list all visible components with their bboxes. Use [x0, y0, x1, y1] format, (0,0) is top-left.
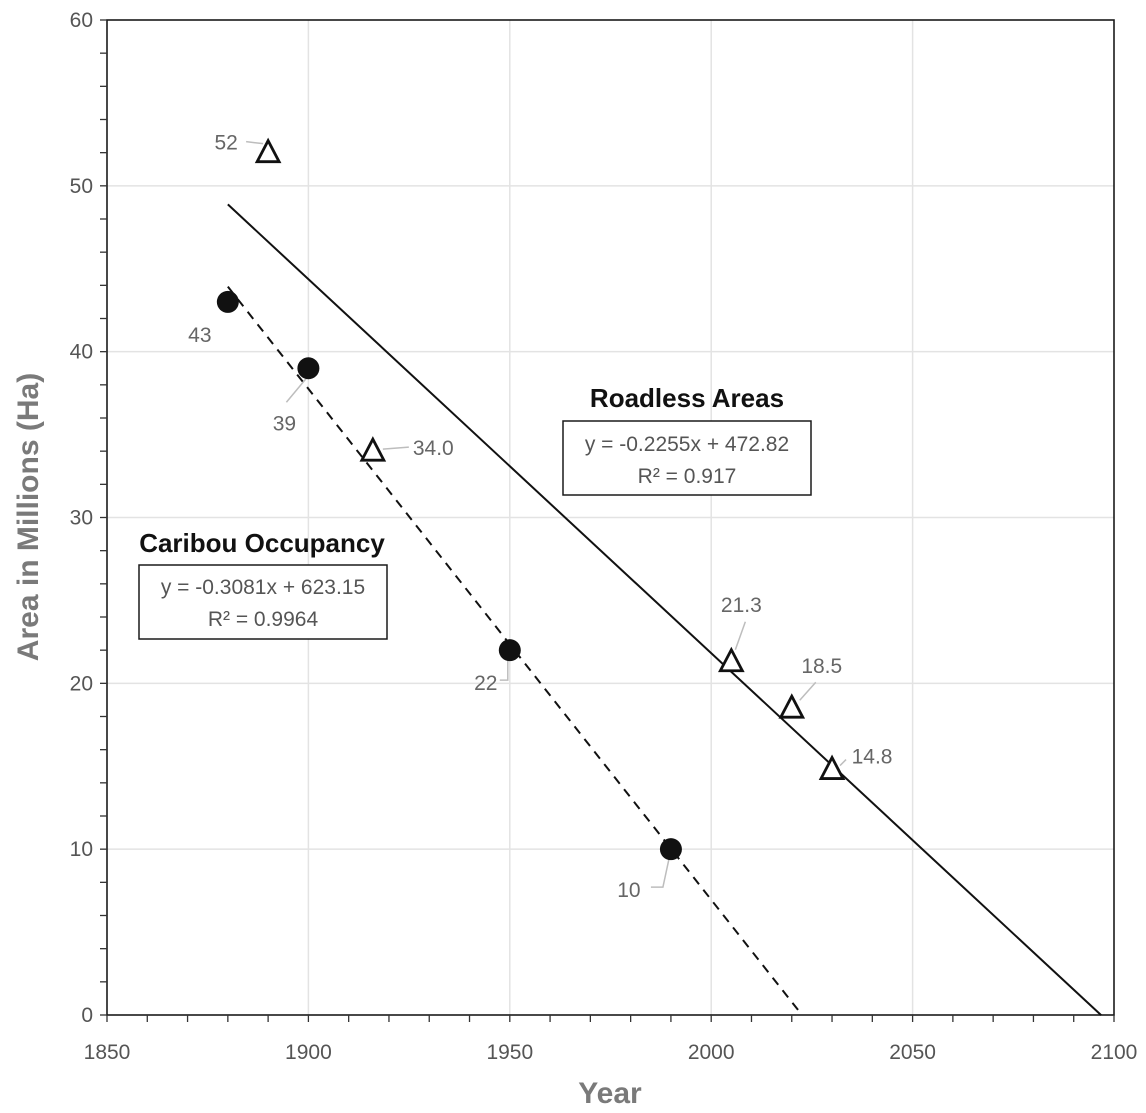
roadless-r-squared: R² = 0.917	[638, 465, 737, 488]
caribou-data-label: 39	[273, 412, 296, 435]
roadless-data-label: 18.5	[801, 655, 842, 678]
roadless-annotation: Roadless Areas y = -0.2255x + 472.82 R² …	[562, 383, 812, 496]
label-leader	[499, 660, 509, 681]
data-labels: 43 39 22 10 52 34.0 21.3 18.5 14.8	[188, 132, 892, 903]
caribou-data-label: 43	[188, 324, 211, 347]
label-leader	[839, 759, 847, 767]
x-tick-label: 1850	[84, 1041, 131, 1064]
caribou-series-title: Caribou Occupancy	[139, 528, 385, 558]
caribou-point	[659, 838, 682, 861]
roadless-point	[718, 646, 745, 673]
grid-lines	[107, 20, 1114, 1015]
label-leaders	[246, 140, 847, 888]
caribou-point	[498, 639, 521, 662]
roadless-equation-box	[562, 420, 812, 496]
y-tick-label: 60	[70, 9, 93, 32]
roadless-data-label: 34.0	[413, 437, 454, 460]
caribou-point	[297, 357, 320, 380]
caribou-equation-box	[138, 564, 388, 640]
data-points	[216, 137, 846, 861]
caribou-point	[216, 290, 239, 313]
roadless-equation: y = -0.2255x + 472.82	[585, 433, 789, 456]
trendlines	[227, 203, 1102, 1016]
caribou-r-squared: R² = 0.9964	[208, 608, 319, 631]
y-tick-label: 0	[81, 1004, 93, 1027]
y-tick-label: 40	[70, 341, 93, 364]
caribou-annotation: Caribou Occupancy y = -0.3081x + 623.15 …	[138, 528, 388, 640]
roadless-trendline	[227, 203, 1102, 1016]
roadless-point	[818, 754, 846, 780]
roadless-data-label: 52	[214, 132, 237, 155]
roadless-data-label: 21.3	[721, 594, 762, 617]
caribou-data-label: 10	[617, 879, 640, 902]
roadless-series-title: Roadless Areas	[590, 383, 784, 413]
y-tick-label: 20	[70, 672, 93, 695]
label-leader	[285, 377, 307, 403]
roadless-data-label: 14.8	[852, 746, 893, 769]
roadless-point	[778, 693, 806, 719]
y-axis-title: Area in Millions (Ha)	[12, 373, 45, 661]
x-tick-label: 1900	[285, 1041, 332, 1064]
y-tick-label: 10	[70, 838, 93, 861]
caribou-equation: y = -0.3081x + 623.15	[161, 576, 365, 599]
label-leader	[246, 140, 264, 145]
x-tick-label: 2050	[889, 1041, 936, 1064]
caribou-trendline	[227, 286, 803, 1016]
label-leader	[382, 446, 409, 450]
label-leader	[650, 859, 670, 888]
y-tick-label: 50	[70, 175, 93, 198]
roadless-point	[254, 137, 282, 164]
x-tick-label: 1950	[486, 1041, 533, 1064]
x-axis-title: Year	[578, 1077, 642, 1110]
y-tick-label: 30	[70, 507, 93, 530]
caribou-data-label: 22	[474, 672, 497, 695]
roadless-point	[359, 436, 387, 462]
label-leader	[734, 621, 747, 651]
axis-ticks: 1850 1900 1950 2000 2050 2100 0 10 20 30 40 50 60	[70, 9, 1138, 1064]
x-tick-label: 2100	[1091, 1041, 1138, 1064]
x-tick-label: 2000	[688, 1041, 735, 1064]
label-leader	[799, 681, 817, 701]
